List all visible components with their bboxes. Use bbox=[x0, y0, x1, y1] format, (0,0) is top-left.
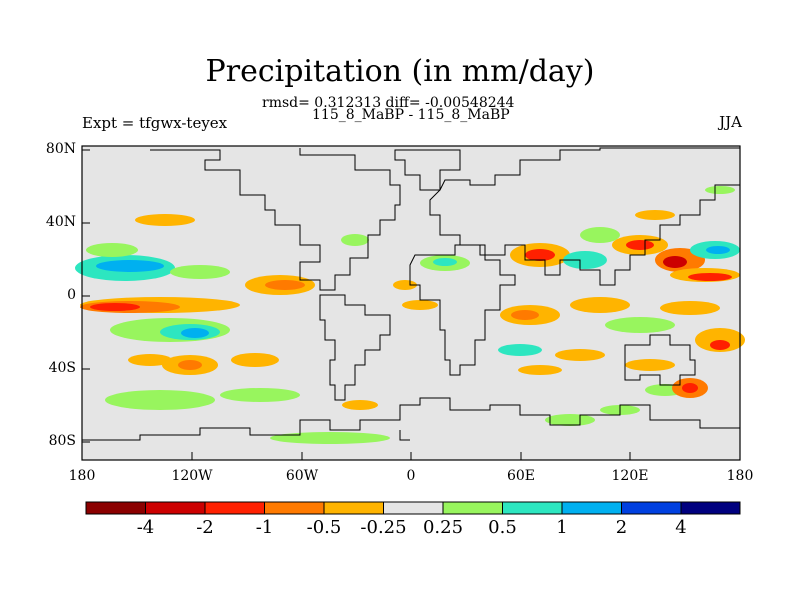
colorbar-box bbox=[680, 501, 741, 515]
cases-line: 115_8_MaBP - 115_8_MaBP bbox=[312, 107, 510, 123]
lat-tick-label: 40N bbox=[45, 214, 76, 230]
lat-tick-label: 80S bbox=[48, 433, 76, 449]
colorbar-label: 2 bbox=[615, 517, 628, 538]
colorbar-label: -0.25 bbox=[360, 517, 407, 538]
coastlines bbox=[82, 147, 741, 441]
colorbar-box bbox=[383, 501, 444, 515]
lon-tick-label: 180 bbox=[68, 468, 96, 484]
lon-tick-label: 120E bbox=[611, 468, 649, 484]
colorbar bbox=[85, 501, 741, 515]
colorbar-label: -0.5 bbox=[306, 517, 342, 538]
anomaly-field bbox=[75, 186, 745, 444]
lat-tick-label: 80N bbox=[45, 141, 76, 157]
colorbar-box bbox=[621, 501, 682, 515]
experiment-label: Expt = tfgwx-teyex bbox=[82, 114, 228, 132]
colorbar-label: 0.5 bbox=[488, 517, 517, 538]
colorbar-label: 4 bbox=[675, 517, 687, 538]
colorbar-box bbox=[561, 501, 622, 515]
lat-tick-label: 40S bbox=[48, 360, 76, 376]
colorbar-label: -1 bbox=[255, 517, 274, 538]
colorbar-box bbox=[145, 501, 206, 515]
lon-tick-label: 180 bbox=[726, 468, 754, 484]
colorbar-box bbox=[204, 501, 265, 515]
lon-tick-label: 60W bbox=[285, 468, 319, 484]
lon-tick-label: 60E bbox=[506, 468, 536, 484]
colorbar-label: -4 bbox=[136, 517, 155, 538]
colorbar-box bbox=[264, 501, 325, 515]
lat-tick-label: 0 bbox=[67, 287, 76, 303]
axis-ticks bbox=[81, 149, 741, 460]
season-label: JJA bbox=[719, 113, 742, 131]
colorbar-box bbox=[85, 501, 146, 515]
colorbar-label: 1 bbox=[556, 517, 568, 538]
colorbar-box bbox=[323, 501, 384, 515]
colorbar-label: 0.25 bbox=[422, 517, 464, 538]
colorbar-label: -2 bbox=[196, 517, 214, 538]
colorbar-box bbox=[502, 501, 563, 515]
colorbar-box bbox=[442, 501, 503, 515]
map-title: Precipitation (in mm/day) bbox=[205, 54, 595, 89]
stats-line: rmsd= 0.312313 diff= -0.00548244 bbox=[262, 95, 515, 111]
lon-tick-label: 0 bbox=[406, 468, 416, 484]
lon-tick-label: 120W bbox=[171, 468, 213, 484]
